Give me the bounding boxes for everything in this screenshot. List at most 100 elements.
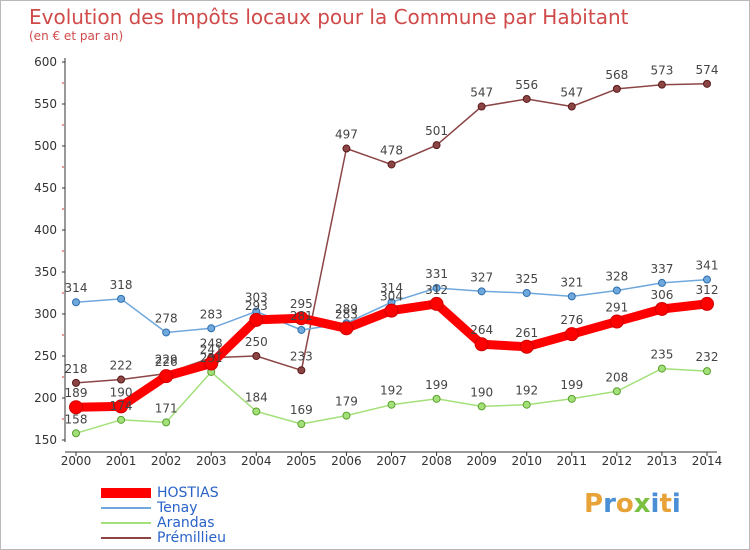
data-label: 190: [470, 385, 493, 399]
data-label: 574: [696, 63, 719, 77]
data-label: 264: [470, 323, 493, 337]
data-label: 281: [290, 309, 313, 323]
data-point: [567, 102, 576, 111]
data-label: 171: [155, 401, 178, 415]
data-point: [612, 84, 621, 93]
data-point: [474, 337, 489, 352]
x-tick-label: 2009: [466, 454, 497, 468]
data-point: [522, 289, 531, 297]
data-point: [339, 321, 354, 336]
x-tick-label: 2008: [421, 454, 452, 468]
data-point: [114, 399, 129, 414]
data-point: [657, 364, 666, 373]
data-point: [252, 407, 261, 416]
data-point: [612, 286, 621, 295]
data-point: [477, 287, 486, 296]
data-label: 276: [560, 313, 583, 327]
data-point: [249, 312, 264, 327]
data-label: 283: [335, 307, 358, 321]
data-label: 199: [560, 378, 583, 392]
data-label: 568: [605, 68, 628, 82]
legend-swatch: [101, 537, 151, 539]
x-tick-label: 2012: [602, 454, 633, 468]
legend-swatch: [101, 522, 151, 524]
data-point: [657, 278, 666, 287]
y-tick-label: 600: [34, 55, 57, 69]
data-label: 226: [155, 355, 178, 369]
legend-item: Tenay: [101, 500, 198, 516]
data-point: [567, 394, 576, 403]
data-point: [297, 325, 306, 334]
x-tick-label: 2004: [241, 454, 272, 468]
data-point: [72, 298, 80, 307]
proxiti-logo: Proxiti: [584, 489, 681, 519]
data-point: [342, 144, 351, 153]
data-label: 478: [380, 143, 403, 157]
data-label: 184: [245, 390, 268, 404]
data-label: 158: [65, 412, 88, 426]
legend-label: Prémillieu: [157, 530, 226, 546]
data-point: [609, 314, 624, 329]
data-label: 497: [335, 128, 358, 142]
logo-letter: i: [650, 489, 660, 519]
data-label: 293: [245, 299, 268, 313]
data-label: 337: [650, 262, 673, 276]
data-point: [700, 296, 714, 311]
data-point: [387, 160, 396, 169]
y-tick-label: 500: [34, 139, 57, 153]
data-point: [519, 339, 534, 354]
data-point: [294, 311, 309, 326]
data-point: [522, 94, 531, 103]
data-label: 241: [200, 343, 223, 357]
data-label: 229: [155, 353, 178, 367]
data-label: 250: [245, 335, 268, 349]
data-point: [567, 292, 576, 301]
data-label: 321: [560, 275, 583, 289]
logo-letter: x: [633, 489, 651, 519]
y-tick-label: 450: [34, 181, 57, 195]
x-tick-label: 2005: [286, 454, 317, 468]
data-point: [162, 328, 171, 337]
y-tick-label: 300: [34, 307, 57, 321]
data-point: [162, 418, 171, 427]
data-label: 318: [110, 278, 133, 292]
y-tick-label: 200: [34, 391, 57, 405]
data-label: 327: [470, 270, 493, 284]
x-tick-label: 2006: [331, 454, 362, 468]
data-label: 573: [650, 64, 673, 78]
data-label: 314: [65, 281, 88, 295]
data-label: 291: [605, 301, 628, 315]
legend-item: HOSTIAS: [101, 485, 219, 501]
data-point: [657, 80, 666, 89]
data-point: [117, 294, 126, 303]
x-tick-label: 2003: [196, 454, 227, 468]
legend-label: Arandas: [157, 515, 215, 531]
data-label: 179: [335, 395, 358, 409]
data-label: 328: [605, 269, 628, 283]
data-point: [207, 324, 216, 333]
data-label: 231: [200, 351, 223, 365]
data-label: 283: [200, 307, 223, 321]
data-label: 222: [110, 359, 133, 373]
data-point: [477, 102, 486, 111]
legend-label: Tenay: [157, 500, 198, 516]
x-tick-label: 2010: [511, 454, 542, 468]
legend-label: HOSTIAS: [157, 485, 219, 501]
data-label: 278: [155, 311, 178, 325]
data-point: [204, 356, 219, 371]
data-point: [654, 301, 669, 316]
x-tick-label: 2011: [557, 454, 588, 468]
data-label: 199: [425, 378, 448, 392]
data-point: [252, 352, 261, 360]
data-point: [117, 375, 126, 384]
x-tick-label: 2000: [61, 454, 92, 468]
data-label: 547: [560, 86, 583, 100]
chart-subtitle: (en € et par an): [29, 29, 124, 43]
y-tick-label: 550: [34, 97, 57, 111]
data-point: [432, 283, 441, 292]
legend-swatch: [101, 507, 151, 509]
data-label: 556: [515, 78, 538, 92]
data-label: 325: [515, 272, 538, 286]
